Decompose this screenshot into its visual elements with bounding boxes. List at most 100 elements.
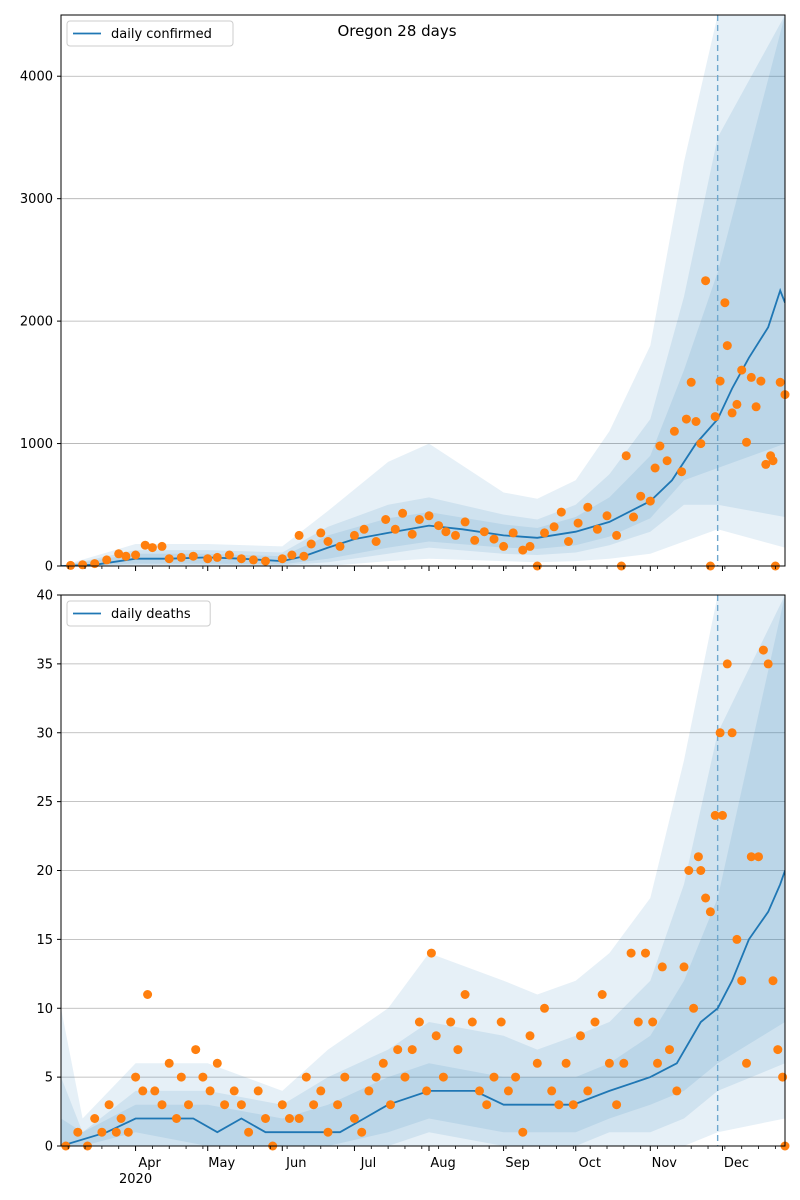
data-point [547,1086,557,1096]
data-point [73,1127,83,1137]
data-point [131,1072,141,1082]
y-tick-label: 35 [36,657,53,672]
data-point [172,1114,181,1123]
data-point [121,551,131,561]
data-point [335,541,345,551]
data-point [285,1114,294,1123]
x-tick-label: Apr [138,1156,161,1171]
data-point [669,426,679,436]
y-tick-label: 25 [36,795,53,810]
data-point [701,893,711,903]
data-point [722,341,732,351]
data-point [715,376,725,386]
data-point [306,539,316,549]
data-point [705,907,715,917]
data-point [686,377,696,387]
data-point [499,541,509,551]
data-point [66,560,76,570]
data-point [203,554,213,564]
data-point [198,1072,208,1082]
data-point [398,508,408,518]
y-tick-label: 2000 [20,315,53,330]
y-tick-label: 0 [45,1140,53,1155]
data-point [677,467,687,477]
data-point [364,1086,374,1096]
data-point [371,1072,381,1082]
data-point [693,852,703,862]
data-point [672,1086,682,1096]
legend-box [66,600,211,627]
data-point [229,1086,239,1096]
data-point [460,517,470,527]
data-point [212,1058,222,1068]
data-point [212,552,222,562]
data-point [662,456,672,466]
data-point [441,527,451,537]
data-point [727,728,737,738]
data-point [287,550,297,560]
data-point [583,1086,593,1096]
data-point [316,528,326,538]
uncertainty-bands [61,595,785,1146]
data-point [573,518,583,528]
x-tick-label: May [208,1156,235,1171]
data-point [754,852,763,862]
data-point [756,376,766,386]
data-point [564,537,573,546]
data-point [720,298,730,308]
data-point [299,551,309,561]
data-point [645,496,655,506]
data-point [97,1127,107,1137]
data-point [701,276,711,286]
data-point [390,524,400,534]
data-point [431,1031,441,1041]
data-point [532,1058,542,1068]
data-point [525,1031,535,1041]
data-point [294,1114,304,1123]
data-point [665,1045,674,1055]
data-point [460,990,470,999]
data-point [732,399,742,409]
data-point [583,502,593,512]
y-tick-label: 1000 [20,437,53,452]
data-point [236,554,246,564]
data-point [681,414,691,424]
data-point [576,1031,585,1041]
data-point [340,1072,350,1082]
data-point [349,1114,359,1123]
data-point [426,948,436,958]
uncertainty-band [61,595,785,1146]
data-point [323,537,333,546]
data-point [590,1017,600,1027]
data-point [612,530,622,540]
data-point [518,545,528,555]
data-point [554,1100,564,1110]
data-point [261,1114,270,1123]
data-point [737,365,747,375]
x-year-label: 2020 [119,1172,152,1187]
x-tick-label: Sep [505,1156,530,1171]
data-point [371,537,381,546]
data-point [691,417,701,426]
data-point [561,1058,571,1068]
data-point [414,515,424,524]
data-point [742,1058,751,1068]
data-point [482,1100,492,1110]
data-point [653,1058,662,1068]
data-point [378,1058,388,1068]
data-point [253,1086,263,1096]
data-point [710,412,720,422]
data-point [718,810,727,820]
y-tick-label: 40 [36,589,53,604]
y-tick-label: 0 [45,560,53,575]
data-point [357,1127,367,1137]
data-point [742,437,751,447]
data-point [655,441,665,451]
data-point [696,866,706,875]
data-point [316,1086,326,1096]
data-point [102,555,112,565]
data-point [511,1072,521,1082]
data-point [400,1072,410,1082]
data-point [248,555,258,565]
x-tick-label: Nov [652,1156,678,1171]
